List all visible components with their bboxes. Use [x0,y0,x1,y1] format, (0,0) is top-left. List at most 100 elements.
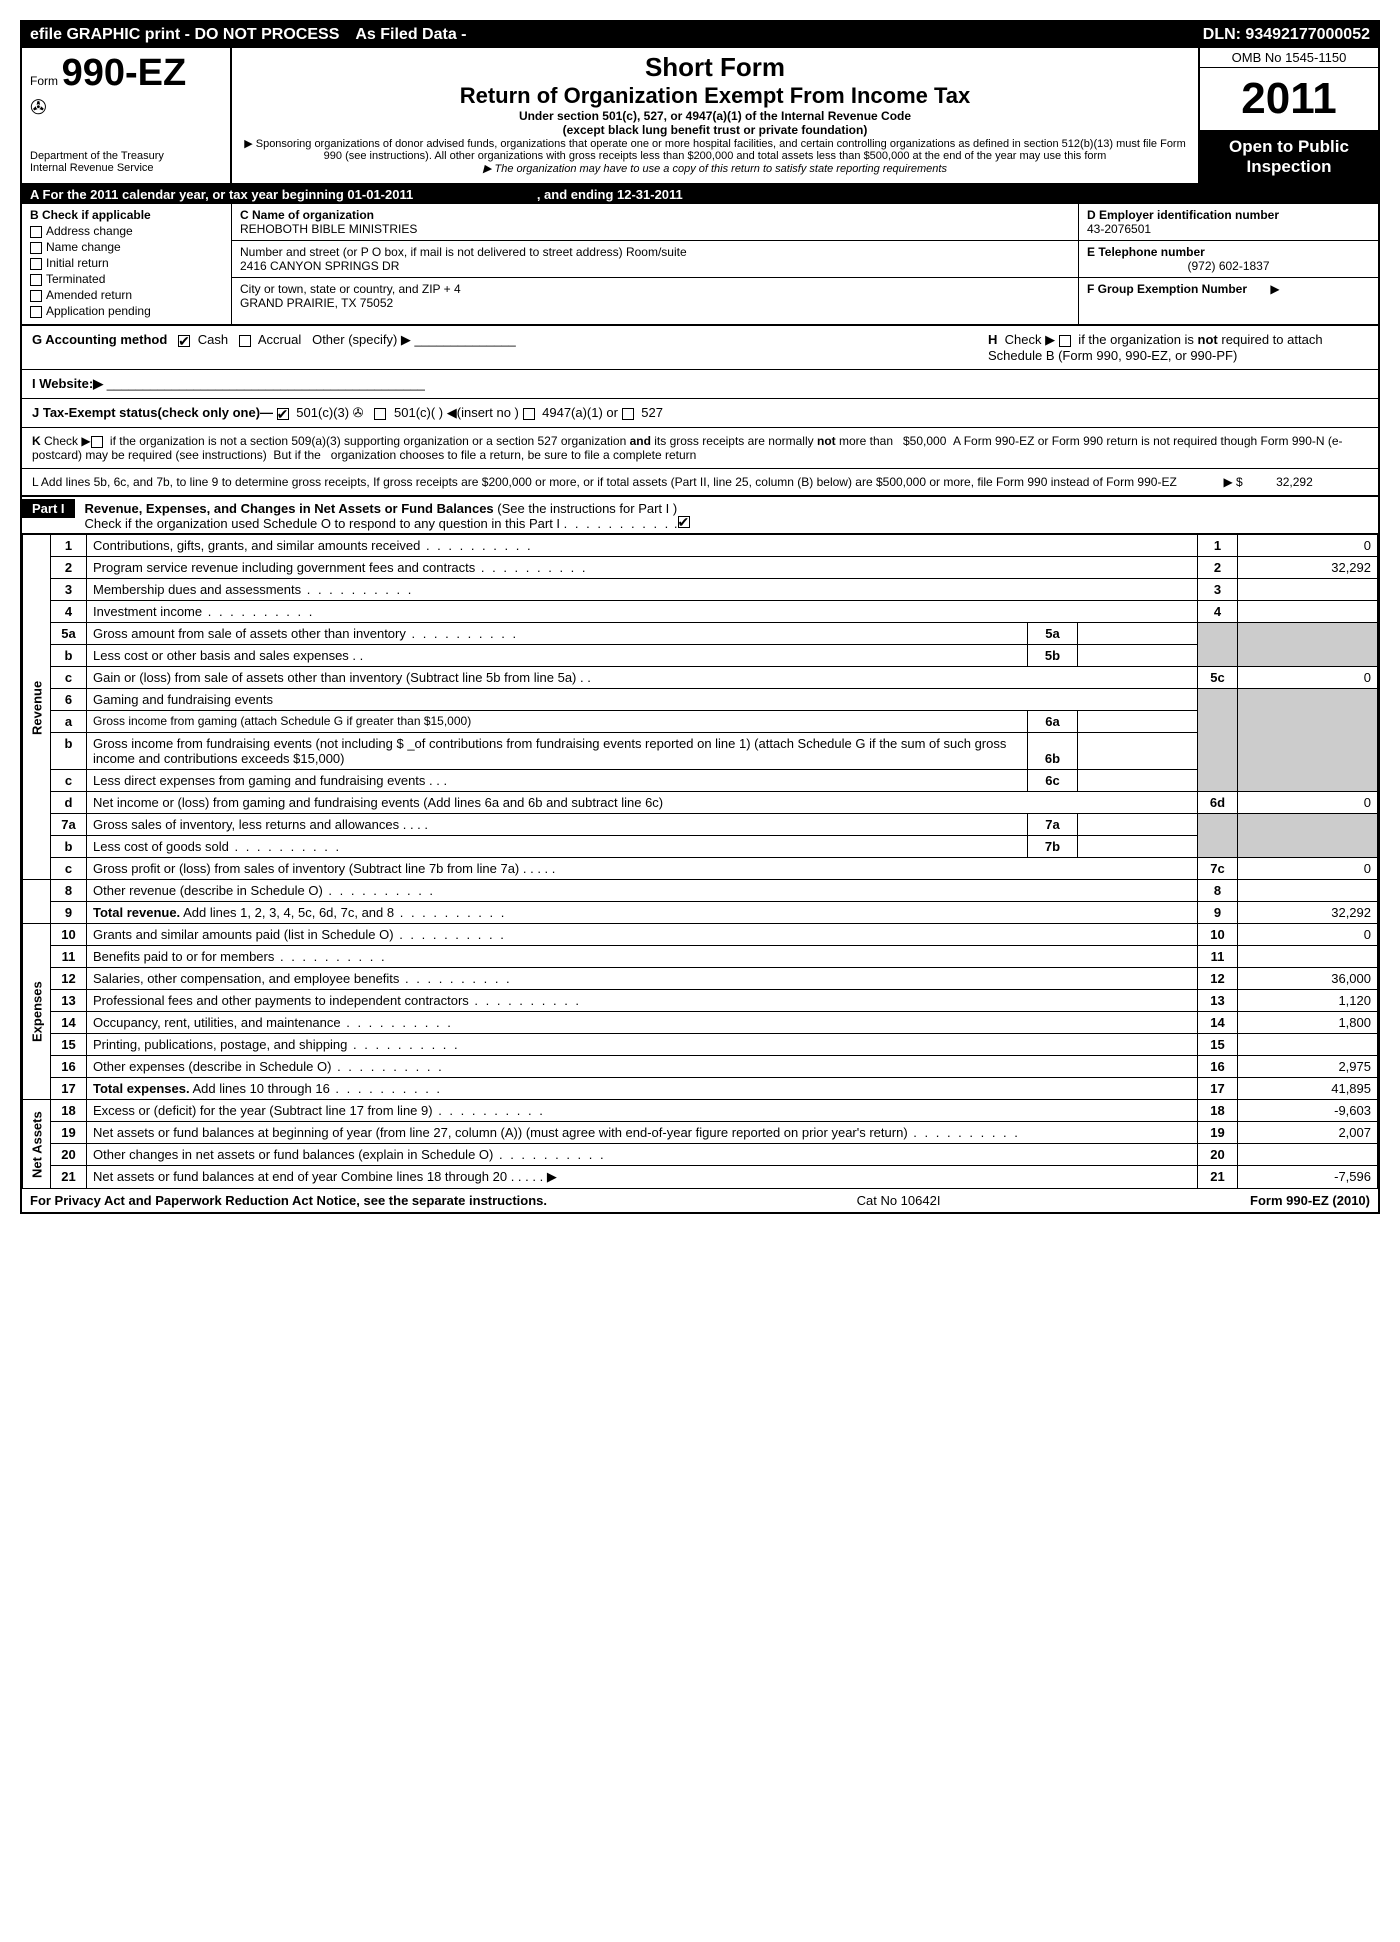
sub-6c: 6c [1028,770,1078,792]
desc-6b: Gross income from fundraising events (no… [93,736,1006,766]
desc-1: Contributions, gifts, grants, and simila… [93,538,533,553]
greyval-5 [1238,623,1378,667]
chk-accrual[interactable] [239,335,251,347]
ln-6a: a [51,711,87,733]
side-revenue-cont [23,880,51,924]
l-amount: 32,292 [1276,475,1313,489]
val-1: 0 [1238,535,1378,557]
header-left: Form 990-EZ ✇ Department of the Treasury… [22,48,232,183]
part1-paren: (See the instructions for Part I ) [497,501,677,516]
box-20: 20 [1198,1144,1238,1166]
irs-eagle-icon: ✇ [30,95,222,120]
desc-6: Gaming and fundraising events [93,692,273,707]
subval-6a [1078,711,1198,733]
ln-16: 16 [51,1056,87,1078]
desc-7c: Gross profit or (loss) from sales of inv… [93,861,519,876]
val-6d: 0 [1238,792,1378,814]
subval-5a [1078,623,1198,645]
ln-6b: b [51,733,87,770]
form-prefix: Form [30,74,58,88]
box-11: 11 [1198,946,1238,968]
header-row: Form 990-EZ ✇ Department of the Treasury… [22,48,1378,185]
ln-12: 12 [51,968,87,990]
col-b-ids: D Employer identification number 43-2076… [1078,204,1378,324]
val-7c: 0 [1238,858,1378,880]
desc-2: Program service revenue including govern… [93,560,588,575]
desc-15: Printing, publications, postage, and shi… [93,1037,460,1052]
ln-19: 19 [51,1122,87,1144]
chk-k[interactable] [91,436,103,448]
section-b: B Check if applicable Address change Nam… [22,204,1378,326]
lbl-initial-return: Initial return [46,256,109,270]
row-a-right: , and ending 12-31-2011 [537,187,683,202]
row-l: L Add lines 5b, 6c, and 7b, to line 9 to… [22,469,1378,497]
desc-13: Professional fees and other payments to … [93,993,581,1008]
part1-title: Revenue, Expenses, and Changes in Net As… [85,501,494,516]
grey-6 [1198,689,1238,792]
chk-amended[interactable] [30,290,42,302]
chk-501c[interactable] [374,408,386,420]
omb-number: OMB No 1545-1150 [1200,48,1378,68]
g-label: G Accounting method [32,332,167,347]
chk-501c3[interactable] [277,408,289,420]
f-label: F Group Exemption Number [1087,282,1247,296]
desc-11: Benefits paid to or for members [93,949,387,964]
val-17: 41,895 [1238,1078,1378,1100]
chk-name-change[interactable] [30,242,42,254]
ln-8: 8 [51,880,87,902]
desc-8: Other revenue (describe in Schedule O) [93,883,435,898]
header-note-2: ▶ The organization may have to use a cop… [240,162,1190,175]
box-8: 8 [1198,880,1238,902]
lbl-accrual: Accrual [258,332,301,347]
org-address: 2416 CANYON SPRINGS DR [240,259,1070,273]
box-15: 15 [1198,1034,1238,1056]
chk-527[interactable] [622,408,634,420]
grey-5 [1198,623,1238,667]
lbl-cash: Cash [198,332,228,347]
chk-app-pending[interactable] [30,306,42,318]
header-right: OMB No 1545-1150 2011 Open to Public Ins… [1198,48,1378,183]
chk-schedule-o[interactable] [678,516,690,528]
lbl-name-change: Name change [46,240,121,254]
chk-cash[interactable] [178,335,190,347]
ln-5c: c [51,667,87,689]
desc-6d: Net income or (loss) from gaming and fun… [93,795,663,810]
desc-19: Net assets or fund balances at beginning… [93,1125,1020,1140]
d-label: D Employer identification number [1087,208,1370,222]
ln-14: 14 [51,1012,87,1034]
desc-7b: Less cost of goods sold [93,839,341,854]
row-j-status: J Tax-Exempt status(check only one)— 501… [22,399,1378,428]
c-label: C Name of organization [240,208,1070,222]
box-5c: 5c [1198,667,1238,689]
open-public-1: Open to Public [1200,137,1378,157]
lbl-527: 527 [641,405,663,420]
city-label: City or town, state or country, and ZIP … [240,282,1070,296]
chk-4947[interactable] [523,408,535,420]
form-number: 990-EZ [62,52,187,94]
val-15 [1238,1034,1378,1056]
chk-h-not-required[interactable] [1059,335,1071,347]
desc-5b: Less cost or other basis and sales expen… [93,648,349,663]
box-17: 17 [1198,1078,1238,1100]
desc-5a: Gross amount from sale of assets other t… [93,626,518,641]
lbl-501c: 501(c)( ) ◀(insert no ) [394,405,519,420]
box-14: 14 [1198,1012,1238,1034]
chk-terminated[interactable] [30,274,42,286]
footer-right: Form 990-EZ (2010) [1250,1193,1370,1208]
short-form-title: Short Form [240,52,1190,83]
box-3: 3 [1198,579,1238,601]
sub-5a: 5a [1028,623,1078,645]
box-9: 9 [1198,902,1238,924]
desc-5c: Gain or (loss) from sale of assets other… [93,670,576,685]
chk-initial-return[interactable] [30,258,42,270]
org-city: GRAND PRAIRIE, TX 75052 [240,296,1070,310]
box-12: 12 [1198,968,1238,990]
subval-6c [1078,770,1198,792]
ln-15: 15 [51,1034,87,1056]
ln-11: 11 [51,946,87,968]
chk-address-change[interactable] [30,226,42,238]
desc-14: Occupancy, rent, utilities, and maintena… [93,1015,453,1030]
ln-5b: b [51,645,87,667]
side-netassets: Net Assets [23,1100,51,1189]
ln-10: 10 [51,924,87,946]
